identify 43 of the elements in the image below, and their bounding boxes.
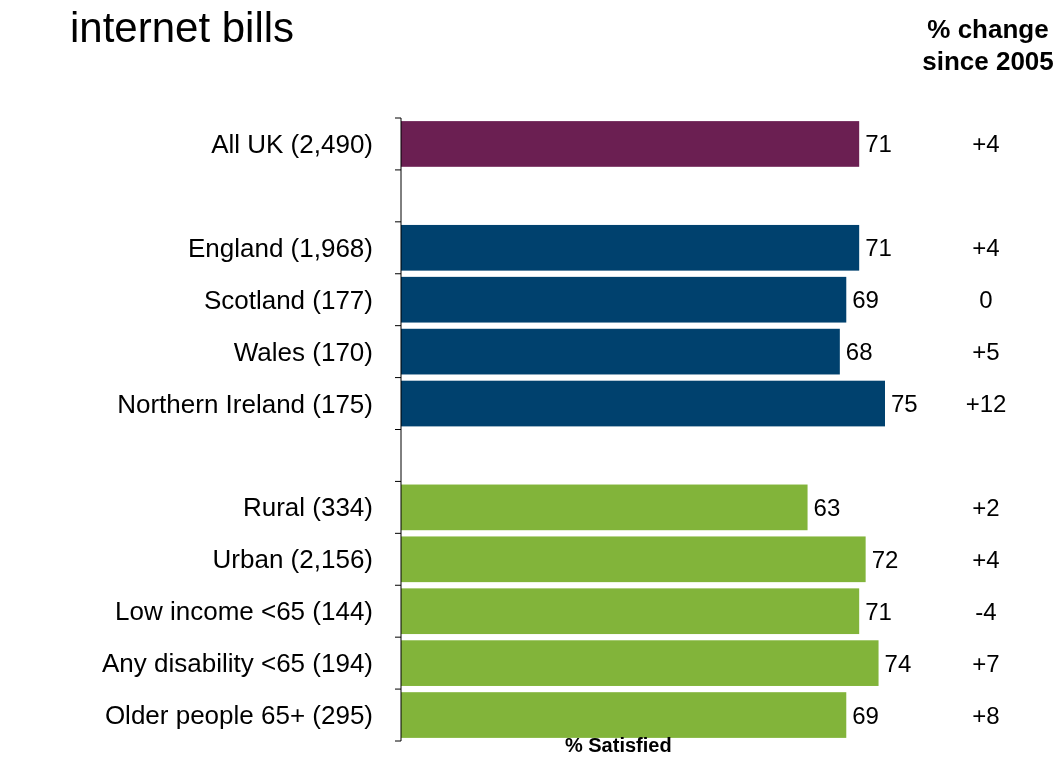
bar [401, 588, 860, 635]
data-label: 69 [852, 701, 879, 729]
text: -4 [975, 597, 997, 625]
y-tick-label: Urban (2,156) [212, 544, 373, 575]
data-label: 68 [845, 338, 873, 366]
data-label: 71 [865, 130, 892, 158]
data-label: 63 [813, 493, 841, 521]
bar [401, 224, 860, 271]
text: +4 [972, 545, 1000, 573]
bar [401, 536, 866, 583]
text: +8 [972, 701, 1000, 729]
y-tick-label: Scotland (177) [203, 284, 373, 315]
text: +5 [972, 338, 1000, 366]
data-label: 75 [891, 390, 918, 418]
y-tick-label: Any disability <65 (194) [102, 648, 373, 679]
y-tick-label: Older people 65+ (295) [104, 700, 373, 731]
text: % change since 2005 [922, 14, 1054, 76]
text: +2 [972, 493, 1000, 521]
text: +7 [972, 649, 1000, 677]
data-label: 74 [884, 649, 912, 677]
data-label: 69 [852, 286, 879, 314]
bar [401, 276, 847, 323]
data-label: 72 [871, 545, 899, 573]
chart-title: internet bills [70, 4, 295, 51]
x-axis-title: % Satisfied [564, 734, 672, 756]
bar [401, 484, 808, 531]
bar [401, 328, 840, 375]
data-label: 71 [865, 234, 892, 262]
y-tick-label: Low income <65 (144) [115, 596, 373, 627]
y-tick-label: All UK (2,490) [211, 128, 373, 159]
text: 0 [979, 286, 993, 314]
text: +4 [972, 130, 1000, 158]
bar [401, 640, 879, 686]
text: +12 [965, 390, 1007, 418]
y-tick-label: Wales (170) [233, 336, 373, 367]
y-tick-label: Northern Ireland (175) [117, 388, 373, 419]
bar [401, 692, 847, 738]
bar [401, 121, 860, 167]
bar [401, 380, 885, 427]
y-tick-label: Rural (334) [242, 492, 373, 523]
text: +4 [972, 234, 1000, 262]
data-label: 71 [865, 597, 892, 625]
y-tick-label: England (1,968) [187, 232, 373, 263]
